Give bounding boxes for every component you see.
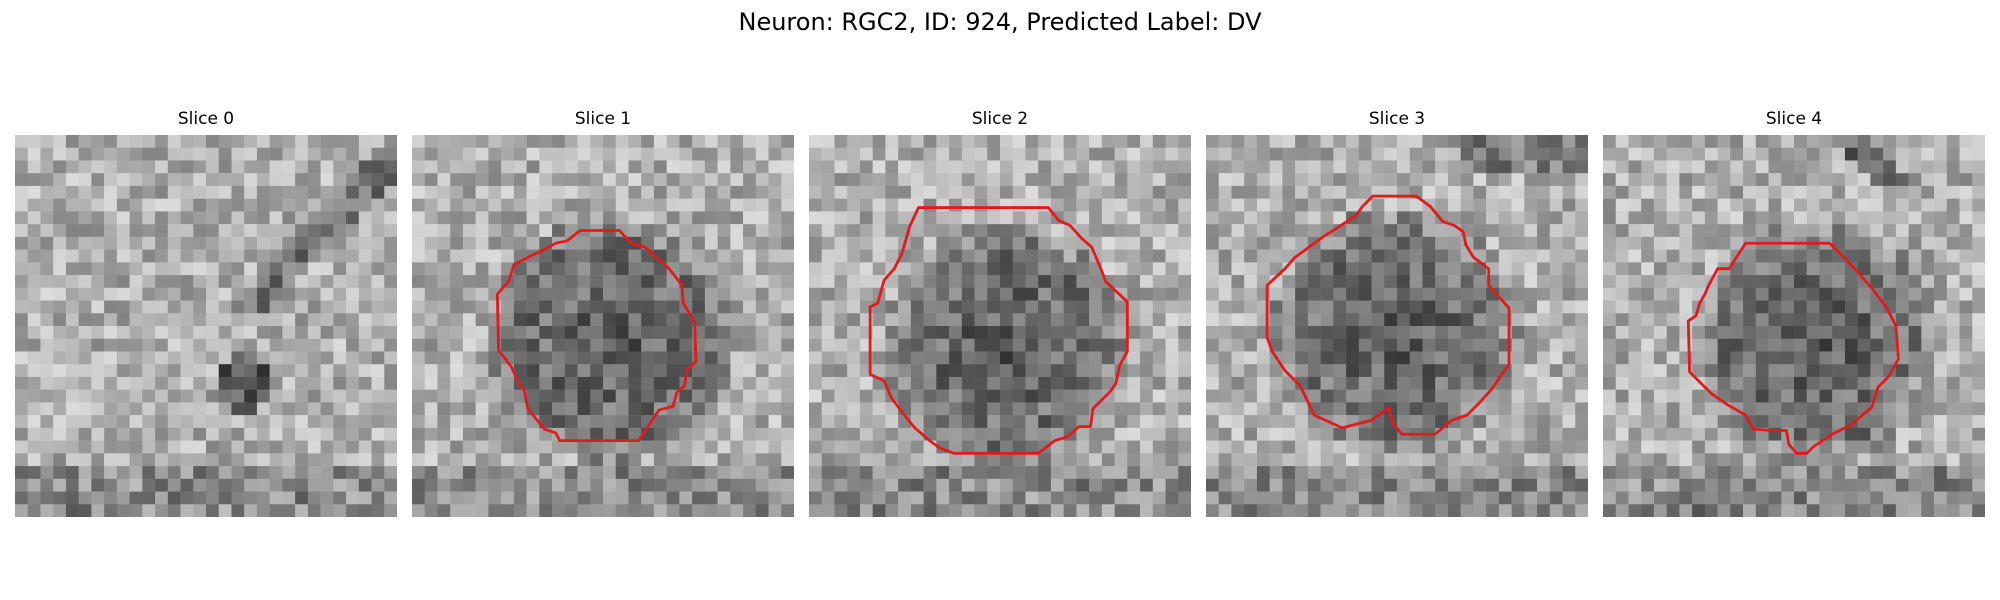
slice-panel-0: Slice 0 [15,108,397,517]
slice-image [809,135,1191,517]
slice-title: Slice 2 [971,109,1029,129]
slice-image [1603,135,1985,517]
figure-title: Neuron: RGC2, ID: 924, Predicted Label: … [738,8,1262,36]
slice-title: Slice 3 [1368,109,1426,129]
slice-title: Slice 4 [1765,109,1823,129]
cell-contour [868,206,1129,455]
slice-panel-1: Slice 1 [412,108,794,517]
slice-image [15,135,397,517]
cell-contour [495,229,698,443]
slice-title: Slice 1 [574,109,632,129]
slice-panel-3: Slice 3 [1206,108,1588,517]
slice-image [412,135,794,517]
slice-image [1206,135,1588,517]
slice-title: Slice 0 [177,109,235,129]
slice-panel-2: Slice 2 [809,108,1191,517]
cell-contour [1265,194,1511,436]
slice-panel-4: Slice 4 [1603,108,1985,517]
cell-contour [1686,241,1900,455]
